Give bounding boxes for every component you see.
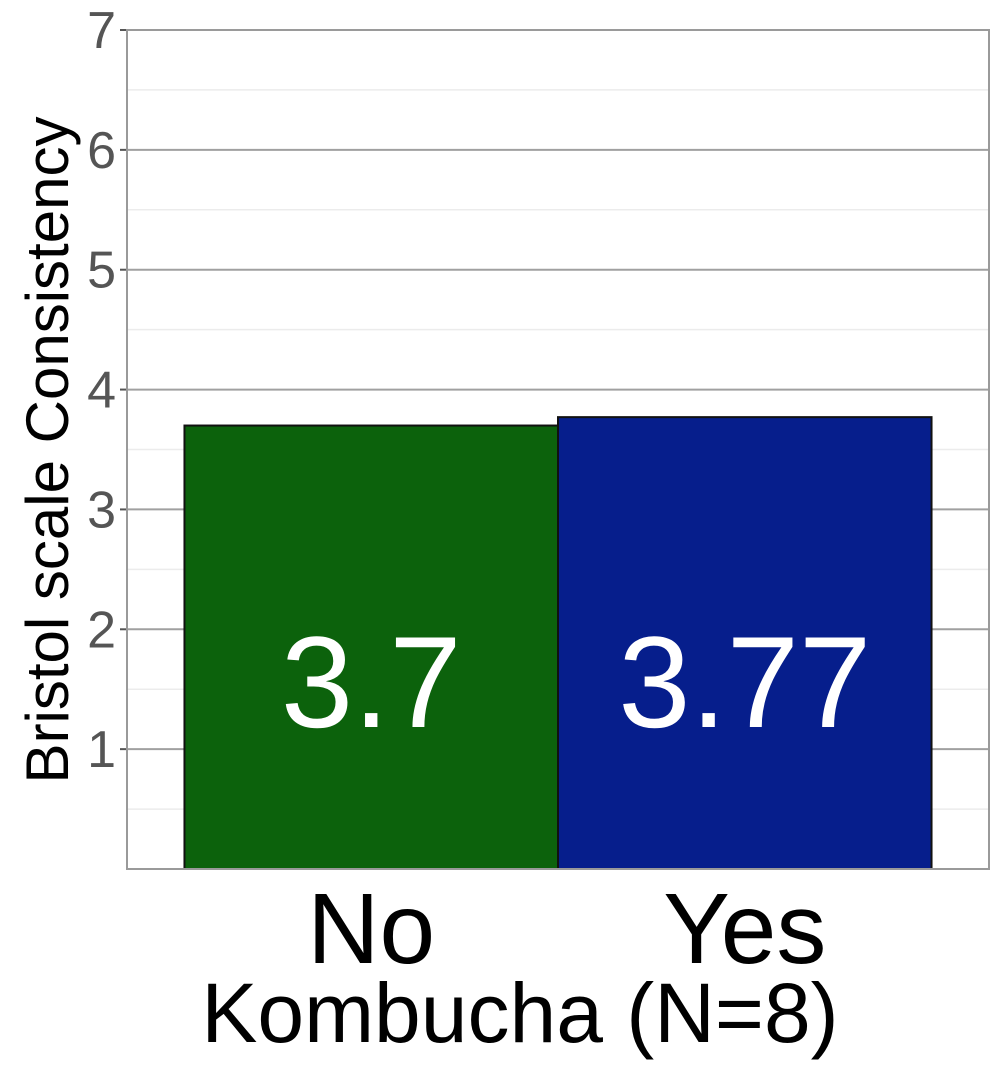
x-axis-title: Kombucha (N=8) xyxy=(201,966,838,1060)
bar-yes xyxy=(557,416,933,870)
y-tick-label: 1 xyxy=(87,721,116,779)
y-tick-label: 4 xyxy=(87,362,116,420)
bar-value-label: 3.77 xyxy=(618,609,871,755)
tick-layer: No Yes 1 2 3 4 5 6 7 xyxy=(87,2,826,985)
bar-layer xyxy=(183,416,933,870)
y-tick-label: 7 xyxy=(87,2,116,60)
y-tick-label: 3 xyxy=(87,481,116,539)
y-tick-label: 6 xyxy=(87,122,116,180)
y-axis-title: Bristol scale Consistency xyxy=(14,117,81,784)
y-tick-label: 2 xyxy=(87,601,116,659)
label-layer: 3.7 3.77 xyxy=(281,609,871,755)
plot-border xyxy=(126,29,990,870)
bar-no xyxy=(183,424,559,870)
y-tick-label: 5 xyxy=(87,242,116,300)
x-tick-label: Yes xyxy=(663,873,826,985)
x-tick-label: No xyxy=(307,873,435,985)
bar-value-label: 3.7 xyxy=(281,609,462,755)
